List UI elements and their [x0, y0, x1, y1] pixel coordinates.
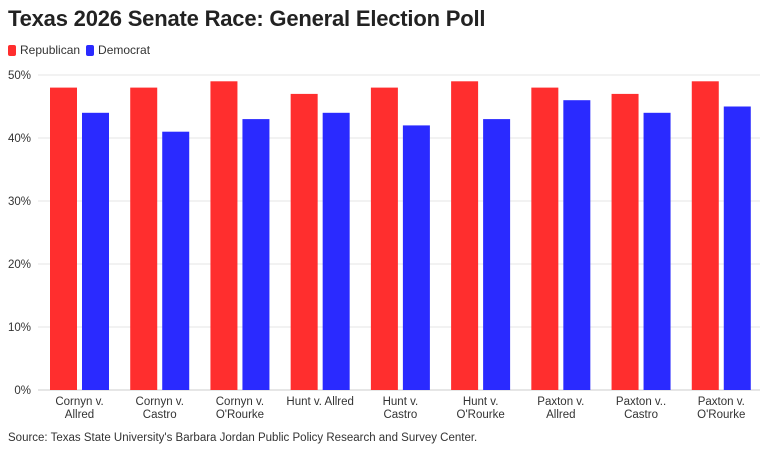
x-tick-label-line: O'Rourke: [697, 409, 745, 421]
bar-democrat: [242, 119, 270, 390]
x-tick-label: Hunt v. Castro: [383, 396, 419, 421]
bar-democrat: [643, 112, 671, 391]
x-tick-label-line: Castro: [624, 409, 658, 421]
legend-label-republican: Republican: [20, 43, 81, 57]
y-tick-label: 20%: [8, 259, 31, 271]
x-tick-label-line: Paxton v.: [537, 396, 584, 408]
bar-republican: [691, 81, 719, 391]
bar-democrat: [322, 112, 350, 391]
legend-item-republican: Republican: [8, 43, 80, 57]
bar-democrat: [483, 119, 511, 390]
bar-democrat: [82, 112, 109, 391]
bar-republican: [50, 87, 77, 390]
y-tick-label: 30%: [8, 196, 31, 208]
x-tick-label-line: Hunt v.: [463, 396, 499, 408]
bar-democrat: [402, 125, 430, 391]
x-tick-label-line: Castro: [383, 409, 417, 421]
bar-democrat: [162, 131, 190, 390]
x-tick-label-line: Hunt v.: [383, 396, 419, 408]
legend-item-democrat: Democrat: [86, 43, 150, 57]
bar-democrat: [563, 100, 591, 390]
x-tick-label-line: Hunt v. Allred: [286, 396, 354, 408]
chart-title: Texas 2026 Senate Race: General Election…: [8, 6, 486, 31]
bar-republican: [451, 81, 479, 391]
x-tick-label: Hunt v. O'Rourke: [457, 396, 505, 421]
x-tick-label: Paxton v. O'Rourke: [697, 396, 745, 421]
x-tick-label-line: Allred: [65, 409, 94, 421]
bar-republican: [210, 81, 238, 391]
bar-republican: [531, 87, 559, 390]
bar-democrat: [723, 106, 751, 390]
x-tick-label-line: Castro: [143, 409, 177, 421]
x-tick-label-line: Paxton v..: [616, 396, 666, 408]
y-tick-label: 40%: [8, 133, 31, 145]
x-tick-label-line: Cornyn v.: [216, 396, 264, 408]
legend: Republican Democrat: [8, 43, 156, 57]
x-tick-label: Paxton v.. Castro: [616, 396, 666, 421]
bar-republican: [611, 93, 639, 391]
x-tick-label-line: Allred: [546, 409, 575, 421]
legend-swatch-democrat: [86, 44, 95, 56]
source-note: Source: Texas State University's Barbara…: [8, 432, 478, 444]
y-tick-label: 10%: [8, 322, 31, 334]
bar-republican: [370, 87, 398, 390]
x-tick-label: Cornyn v. O'Rourke: [216, 396, 264, 421]
legend-swatch-republican: [8, 44, 16, 56]
x-tick-label-line: O'Rourke: [457, 409, 505, 421]
x-tick-label: Cornyn v. Allred: [55, 396, 103, 421]
x-tick-label: Paxton v. Allred: [537, 396, 584, 421]
x-tick-label: Hunt v. Allred: [286, 396, 354, 408]
x-tick-label-line: Cornyn v.: [55, 396, 103, 408]
legend-label-democrat: Democrat: [98, 43, 151, 57]
bar-republican: [130, 87, 158, 390]
x-tick-label-line: Paxton v.: [698, 396, 745, 408]
x-tick-label-line: O'Rourke: [216, 409, 264, 421]
y-tick-label: 0%: [14, 385, 31, 397]
y-tick-label: 50%: [8, 70, 31, 82]
bar-republican: [290, 93, 318, 391]
x-tick-label: Cornyn v. Castro: [136, 396, 184, 421]
x-tick-label-line: Cornyn v.: [136, 396, 184, 408]
